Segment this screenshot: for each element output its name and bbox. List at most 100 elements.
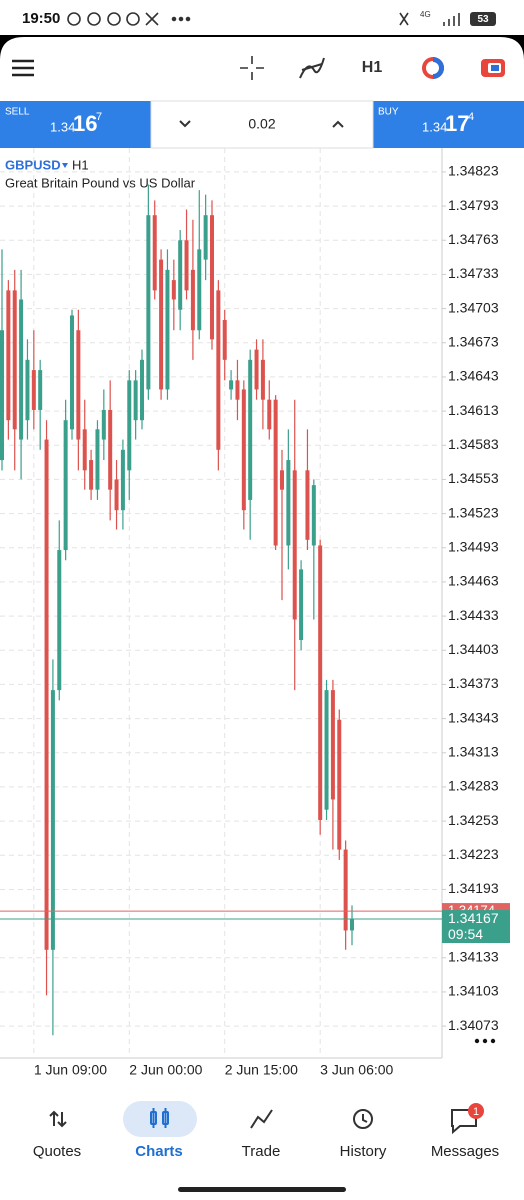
candle-body <box>197 249 202 331</box>
candle-body <box>25 359 30 421</box>
buy-price-main: 1.34 <box>422 119 447 134</box>
candle-body <box>31 370 36 410</box>
candle-body <box>222 319 227 360</box>
nav-label[interactable]: Messages <box>431 1143 499 1160</box>
candle-body <box>57 550 62 691</box>
y-tick-label: 1.34133 <box>448 948 499 964</box>
volume-up[interactable] <box>332 120 344 128</box>
candle-body <box>229 380 234 390</box>
timeframe-button[interactable]: H1 <box>362 59 383 76</box>
candle-body <box>114 479 119 511</box>
x-tick-label: 2 Jun 00:00 <box>129 1062 202 1078</box>
buy-button[interactable] <box>373 101 524 148</box>
one-click-button[interactable] <box>481 59 505 77</box>
candle-body <box>38 370 43 410</box>
candle-body <box>0 330 4 461</box>
candle-body <box>267 399 272 430</box>
menu-button[interactable] <box>12 59 34 77</box>
message-badge <box>468 1103 484 1119</box>
candle-body <box>343 849 348 931</box>
x-tick-label: 1 Jun 09:00 <box>34 1062 107 1078</box>
sell-label: SELL <box>5 107 30 118</box>
candle-body <box>235 380 240 400</box>
candle-body <box>311 485 316 546</box>
y-tick-label: 1.34223 <box>448 846 499 862</box>
more-button[interactable] <box>474 1038 496 1044</box>
status-time: 19:50 <box>22 10 60 27</box>
crosshair-button[interactable] <box>240 56 264 80</box>
candle-body <box>203 215 208 260</box>
buy-label: BUY <box>378 107 399 118</box>
y-tick-label: 1.34433 <box>448 607 499 623</box>
y-tick-label: 1.34283 <box>448 778 499 794</box>
candle-body <box>6 290 11 421</box>
candle-body <box>305 470 310 540</box>
candle-body <box>190 269 195 331</box>
sell-price-big: 16 <box>73 111 97 136</box>
buy-price-big: 17 <box>445 111 469 136</box>
candle-body <box>299 569 304 641</box>
y-tick-label: 1.34613 <box>448 402 499 418</box>
candle-body <box>95 429 100 490</box>
nav-label[interactable]: History <box>340 1143 387 1160</box>
x-tick-label: 2 Jun 15:00 <box>225 1062 298 1078</box>
message-badge-count: 1 <box>473 1106 479 1118</box>
candle-body <box>165 269 170 390</box>
candle-body <box>171 280 176 300</box>
nav-label[interactable]: Charts <box>135 1143 183 1160</box>
nav-label[interactable]: Quotes <box>33 1143 81 1160</box>
candle-body <box>152 215 157 291</box>
y-tick-label: 1.34463 <box>448 573 499 589</box>
candle-body <box>44 439 49 950</box>
candle-body <box>108 409 113 490</box>
trade-mode-button[interactable] <box>422 57 444 79</box>
y-tick-label: 1.34583 <box>448 436 499 452</box>
candle-body <box>280 470 284 490</box>
candle-body <box>273 399 278 546</box>
candle-body <box>330 690 335 800</box>
y-tick-label: 1.34253 <box>448 812 499 828</box>
x-tick-label: 3 Jun 06:00 <box>320 1062 393 1078</box>
candle-body <box>140 359 144 421</box>
candle-body <box>63 420 68 551</box>
bid-time: 09:54 <box>448 926 483 942</box>
candle-body <box>19 299 24 440</box>
candle-body <box>292 470 297 620</box>
sell-button[interactable] <box>0 101 151 148</box>
y-tick-label: 1.34373 <box>448 675 499 691</box>
y-tick-label: 1.34523 <box>448 504 499 520</box>
candle-body <box>318 545 323 820</box>
candle-body <box>89 460 94 490</box>
candle-body <box>324 690 329 810</box>
candle-body <box>241 389 246 511</box>
y-tick-label: 1.34073 <box>448 1017 499 1033</box>
battery <box>470 12 496 26</box>
candle-body <box>127 380 132 471</box>
active-tab-pill <box>123 1101 197 1137</box>
symbol-dropdown[interactable] <box>62 163 68 168</box>
volume-down[interactable] <box>179 120 191 128</box>
candle-body <box>337 719 342 850</box>
candle-body <box>101 409 106 440</box>
volume-value[interactable]: 0.02 <box>248 116 275 132</box>
candle-body <box>216 290 221 450</box>
home-indicator <box>178 1187 346 1192</box>
bid-tag <box>442 910 510 944</box>
candle-body <box>146 215 151 390</box>
y-tick-label: 1.34793 <box>448 197 499 213</box>
y-tick-label: 1.34403 <box>448 641 499 657</box>
candle-body <box>76 330 81 440</box>
y-tick-label: 1.34673 <box>448 333 499 349</box>
sell-price-main: 1.34 <box>50 119 75 134</box>
indicators-button[interactable] <box>299 57 325 79</box>
nav-label[interactable]: Trade <box>242 1143 281 1160</box>
status-network: 4G <box>420 10 431 19</box>
y-tick-label: 1.34103 <box>448 983 499 999</box>
y-tick-label: 1.34553 <box>448 470 499 486</box>
y-tick-label: 1.34733 <box>448 265 499 281</box>
sell-price-small: 7 <box>96 111 102 123</box>
candle-body <box>248 359 253 500</box>
